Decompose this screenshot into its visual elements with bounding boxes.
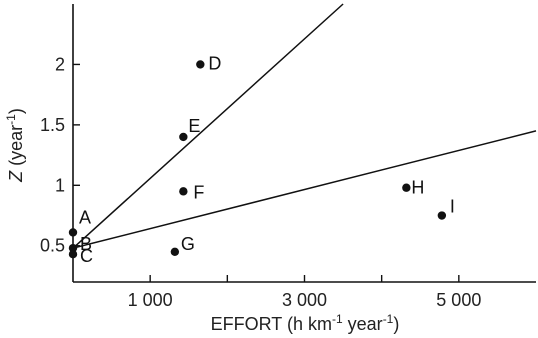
point-label-i: I	[450, 197, 455, 217]
point-label-d: D	[208, 53, 221, 73]
data-point-c	[68, 250, 78, 259]
data-point-a	[68, 228, 78, 237]
data-points: ABC D E F G H I	[68, 53, 455, 266]
data-point-f	[179, 187, 188, 196]
y-tick-label: 1	[55, 175, 65, 195]
x-axis-title: EFFORT (h km-1 year-1)	[211, 312, 400, 334]
y-tick-label: 1.5	[40, 115, 65, 135]
x-tick-label: 1 000	[128, 290, 173, 310]
point-label-a: A	[79, 207, 91, 227]
y-tick-label: 0.5	[40, 236, 65, 256]
data-point-b	[68, 243, 78, 253]
x-tick-label: 5 000	[436, 290, 481, 310]
axes	[72, 4, 536, 283]
x-ticks: 1 000 3 000 5 000	[128, 275, 481, 310]
fit-line-1	[72, 3, 344, 249]
point-label-b: B	[80, 234, 92, 254]
data-point-d	[196, 60, 205, 69]
fit-lines	[72, 3, 537, 249]
point-label-h: H	[411, 178, 424, 198]
data-point-e	[179, 132, 188, 142]
x-tick-label: 3 000	[282, 290, 327, 310]
point-label-g: G	[181, 234, 195, 254]
y-ticks: 0.5 1 1.5 2	[40, 54, 80, 256]
point-label-e: E	[188, 116, 200, 136]
y-axis-title: Z (year-1)	[4, 108, 26, 183]
fit-line-2	[72, 130, 537, 249]
point-label-c: C	[80, 246, 93, 266]
point-label-f: F	[193, 182, 204, 202]
data-point-i	[437, 211, 447, 220]
data-point-h	[402, 183, 411, 192]
y-tick-label: 2	[55, 54, 65, 74]
data-point-g	[170, 247, 180, 256]
